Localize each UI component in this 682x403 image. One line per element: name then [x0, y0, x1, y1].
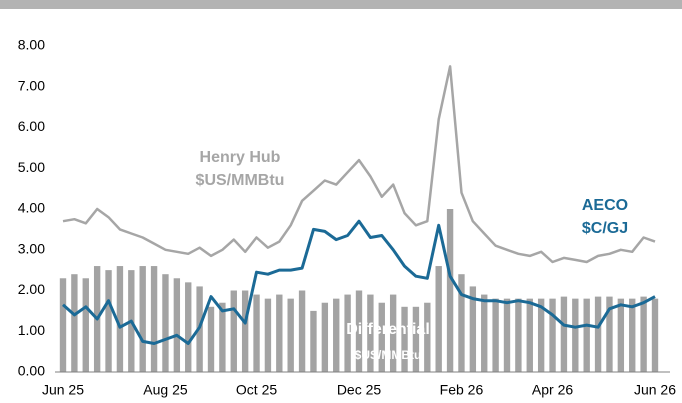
bar	[378, 302, 385, 372]
line	[62, 219, 656, 345]
bar	[321, 302, 329, 372]
y-tick-label: 3.00	[18, 240, 45, 256]
bar-layer	[59, 209, 659, 372]
bar	[481, 294, 488, 372]
bar	[253, 294, 260, 372]
bar	[629, 298, 636, 372]
x-tick-label: Jun 26	[634, 382, 676, 398]
x-tick-label: Jun 25	[42, 382, 84, 398]
bar	[549, 298, 556, 372]
bar	[492, 298, 499, 372]
bar	[264, 298, 272, 372]
bar	[82, 278, 89, 372]
bar	[606, 296, 613, 372]
series-label: Henry Hub	[200, 149, 281, 166]
x-tick-label: Aug 25	[143, 382, 188, 398]
bar	[241, 290, 249, 372]
bar	[424, 302, 431, 372]
y-tick-label: 0.00	[18, 363, 45, 379]
x-tick-label: Feb 26	[440, 382, 484, 398]
x-tick-label: Oct 25	[236, 382, 277, 398]
series-label: AECO	[582, 197, 628, 214]
bar	[617, 298, 625, 372]
bar	[116, 266, 124, 372]
bar	[367, 294, 374, 372]
bar	[298, 290, 306, 372]
bar	[537, 298, 545, 372]
bar	[105, 270, 112, 372]
bar	[435, 266, 442, 372]
y-tick-label: 6.00	[18, 118, 45, 134]
series-unit: $US/MMBtu	[196, 172, 285, 189]
series-unit: $C/GJ	[582, 220, 628, 237]
bar	[640, 296, 647, 372]
bar	[185, 282, 192, 372]
bar	[230, 290, 237, 372]
bar	[526, 298, 533, 372]
bar	[355, 290, 363, 372]
bar	[71, 274, 78, 372]
line	[62, 65, 656, 264]
bar	[219, 302, 226, 372]
y-tick-label: 8.00	[18, 37, 45, 53]
bar	[572, 298, 579, 372]
bar	[310, 310, 317, 372]
bar	[162, 274, 169, 372]
y-tick-label: 5.00	[18, 159, 45, 175]
bar	[207, 306, 215, 372]
bar	[560, 296, 568, 372]
bar	[412, 306, 420, 372]
series-label: Differential	[346, 321, 430, 338]
x-tick-label: Dec 25	[337, 382, 382, 398]
bar	[139, 266, 146, 372]
y-tick-label: 4.00	[18, 200, 45, 216]
x-tick-label: Apr 26	[532, 382, 573, 398]
bar	[594, 296, 602, 372]
bar	[59, 278, 67, 372]
label-layer: 0.00 1.00 2.00 3.00 4.00 5.00 6.00 7.00 8.00 Jun …	[18, 37, 676, 398]
y-tick-label: 1.00	[18, 322, 45, 338]
bar	[515, 298, 522, 372]
bar	[150, 266, 158, 372]
bar	[583, 298, 590, 372]
bar	[287, 298, 294, 372]
top-band	[0, 0, 682, 9]
bar	[469, 286, 477, 372]
bar	[389, 294, 397, 372]
bar	[651, 298, 659, 372]
y-tick-label: 2.00	[18, 281, 45, 297]
line-layer	[62, 65, 656, 345]
bar	[276, 294, 283, 372]
bar	[503, 298, 511, 372]
bar	[446, 209, 454, 372]
bar	[173, 278, 181, 372]
y-tick-label: 7.00	[18, 77, 45, 93]
bar	[333, 298, 340, 372]
series-unit: $US/MMBtu	[355, 348, 422, 362]
bar	[458, 274, 465, 372]
bar	[344, 294, 351, 372]
bar	[401, 306, 408, 372]
